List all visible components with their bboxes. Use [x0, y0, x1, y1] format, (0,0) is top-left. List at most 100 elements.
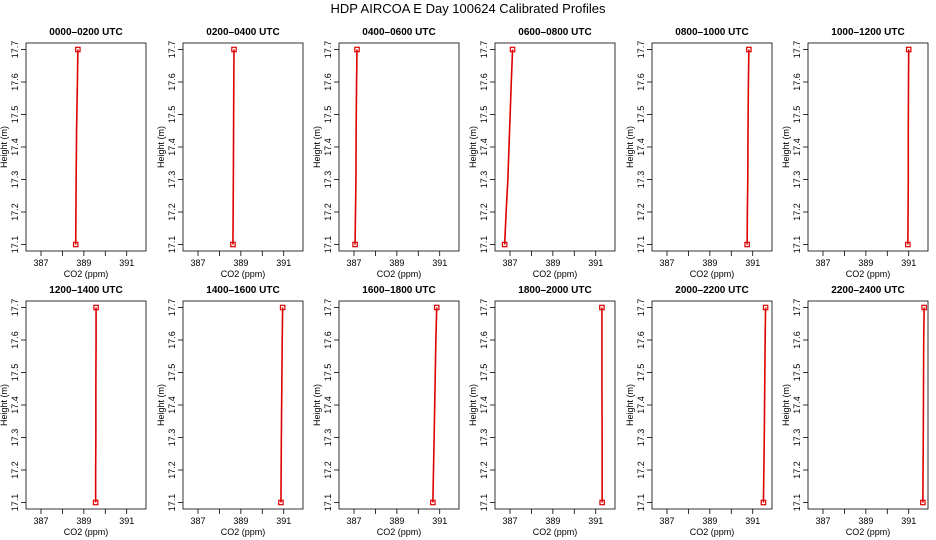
y-tick-label: 17.2	[792, 461, 802, 479]
panel-title: 1200–1400 UTC	[49, 285, 122, 296]
x-tick-label: 389	[702, 516, 717, 526]
x-tick-label: 389	[233, 516, 248, 526]
x-axis-label: CO2 (ppm)	[846, 269, 891, 279]
y-axis-label: Height (m)	[156, 126, 166, 168]
y-tick-label: 17.7	[792, 299, 802, 317]
y-tick-label: 17.3	[167, 429, 177, 447]
profile-line	[746, 49, 750, 245]
x-axis-label: CO2 (ppm)	[221, 527, 266, 537]
y-tick-label: 17.6	[323, 331, 333, 349]
y-tick-label: 17.2	[10, 203, 20, 221]
y-axis-label: Height (m)	[625, 126, 635, 168]
x-axis-label: CO2 (ppm)	[221, 269, 266, 279]
y-tick-label: 17.2	[636, 461, 646, 479]
y-tick-label: 17.3	[636, 171, 646, 189]
profile-line	[280, 307, 284, 503]
x-axis-label: CO2 (ppm)	[533, 269, 578, 279]
profile-point	[279, 304, 286, 311]
panel-title: 1800–2000 UTC	[518, 285, 591, 296]
y-tick-label: 17.5	[167, 106, 177, 124]
x-tick-label: 391	[119, 258, 134, 268]
x-tick-label: 387	[190, 258, 205, 268]
y-tick-label: 17.5	[636, 364, 646, 382]
y-tick-label: 17.4	[636, 396, 646, 414]
y-tick-label: 17.1	[479, 236, 489, 254]
profile-line	[432, 307, 438, 503]
y-tick-label: 17.3	[792, 429, 802, 447]
y-axis-label: Height (m)	[468, 384, 478, 426]
y-tick-label: 17.7	[323, 41, 333, 59]
panel-title: 0400–0600 UTC	[362, 27, 435, 38]
y-tick-label: 17.2	[167, 461, 177, 479]
x-axis-label: CO2 (ppm)	[533, 527, 578, 537]
plot-frame	[494, 300, 616, 510]
y-tick-label: 17.7	[479, 299, 489, 317]
plot-frame	[182, 42, 304, 252]
panel-title: 1400–1600 UTC	[206, 285, 279, 296]
profile-line	[74, 49, 79, 245]
y-tick-label: 17.6	[323, 73, 333, 91]
profile-point	[352, 241, 358, 248]
y-tick-label: 17.4	[323, 138, 333, 156]
x-tick-label: 391	[119, 516, 134, 526]
y-tick-label: 17.7	[167, 299, 177, 317]
y-tick-label: 17.5	[323, 364, 333, 382]
y-tick-label: 17.7	[792, 41, 802, 59]
x-tick-label: 391	[276, 258, 291, 268]
y-tick-label: 17.5	[479, 364, 489, 382]
y-tick-label: 17.1	[323, 236, 333, 254]
y-tick-label: 17.2	[167, 203, 177, 221]
panel-title: 1000–1200 UTC	[831, 27, 904, 38]
y-tick-label: 17.3	[479, 171, 489, 189]
y-tick-label: 17.6	[792, 73, 802, 91]
y-tick-label: 17.2	[636, 203, 646, 221]
plot-frame	[494, 42, 616, 252]
y-axis-label: Height (m)	[625, 384, 635, 426]
y-tick-label: 17.4	[167, 396, 177, 414]
y-tick-label: 17.5	[323, 106, 333, 124]
y-tick-label: 17.7	[323, 299, 333, 317]
y-tick-label: 17.4	[10, 138, 20, 156]
y-axis-label: Height (m)	[312, 384, 322, 426]
y-tick-label: 17.6	[792, 331, 802, 349]
x-tick-label: 389	[76, 258, 91, 268]
y-tick-label: 17.4	[323, 396, 333, 414]
y-tick-label: 17.6	[167, 331, 177, 349]
profile-point	[354, 46, 360, 53]
profile-panel-1: 0000–0200 UTC 387 389 391 17.1 17.2 17.3 17.4 17…	[0, 27, 147, 279]
x-tick-label: 387	[190, 516, 205, 526]
y-tick-label: 17.4	[636, 138, 646, 156]
panel-title: 0600–0800 UTC	[518, 27, 591, 38]
x-tick-label: 391	[276, 516, 291, 526]
profile-point	[762, 304, 769, 311]
profile-point	[905, 241, 911, 248]
profile-panel-6: 1000–1200 UTC 387 389 391 17.1 17.2 17.3 17.4 17…	[781, 27, 929, 279]
x-tick-label: 389	[858, 258, 873, 268]
x-tick-label: 387	[502, 516, 517, 526]
profile-point	[278, 499, 284, 506]
profile-point	[230, 241, 236, 248]
x-tick-label: 391	[588, 516, 603, 526]
y-tick-label: 17.3	[10, 171, 20, 189]
y-tick-label: 17.2	[479, 203, 489, 221]
x-tick-label: 387	[815, 258, 830, 268]
y-axis-label: Height (m)	[0, 384, 9, 426]
y-axis-label: Height (m)	[312, 126, 322, 168]
y-tick-label: 17.3	[167, 171, 177, 189]
y-tick-label: 17.2	[792, 203, 802, 221]
y-tick-label: 17.7	[10, 299, 20, 317]
profile-line	[232, 49, 235, 245]
profile-panel-12: 2200–2400 UTC 387 389 391 17.1 17.2 17.3 17.4 17…	[781, 285, 929, 537]
y-tick-label: 17.4	[792, 396, 802, 414]
profile-point	[744, 241, 750, 248]
x-tick-label: 387	[659, 516, 674, 526]
y-tick-label: 17.2	[323, 203, 333, 221]
x-axis-label: CO2 (ppm)	[690, 269, 735, 279]
y-tick-label: 17.3	[323, 429, 333, 447]
x-tick-label: 391	[432, 258, 447, 268]
y-tick-label: 17.3	[323, 171, 333, 189]
x-tick-label: 389	[389, 258, 404, 268]
y-tick-label: 17.3	[479, 429, 489, 447]
y-tick-label: 17.1	[636, 494, 646, 512]
